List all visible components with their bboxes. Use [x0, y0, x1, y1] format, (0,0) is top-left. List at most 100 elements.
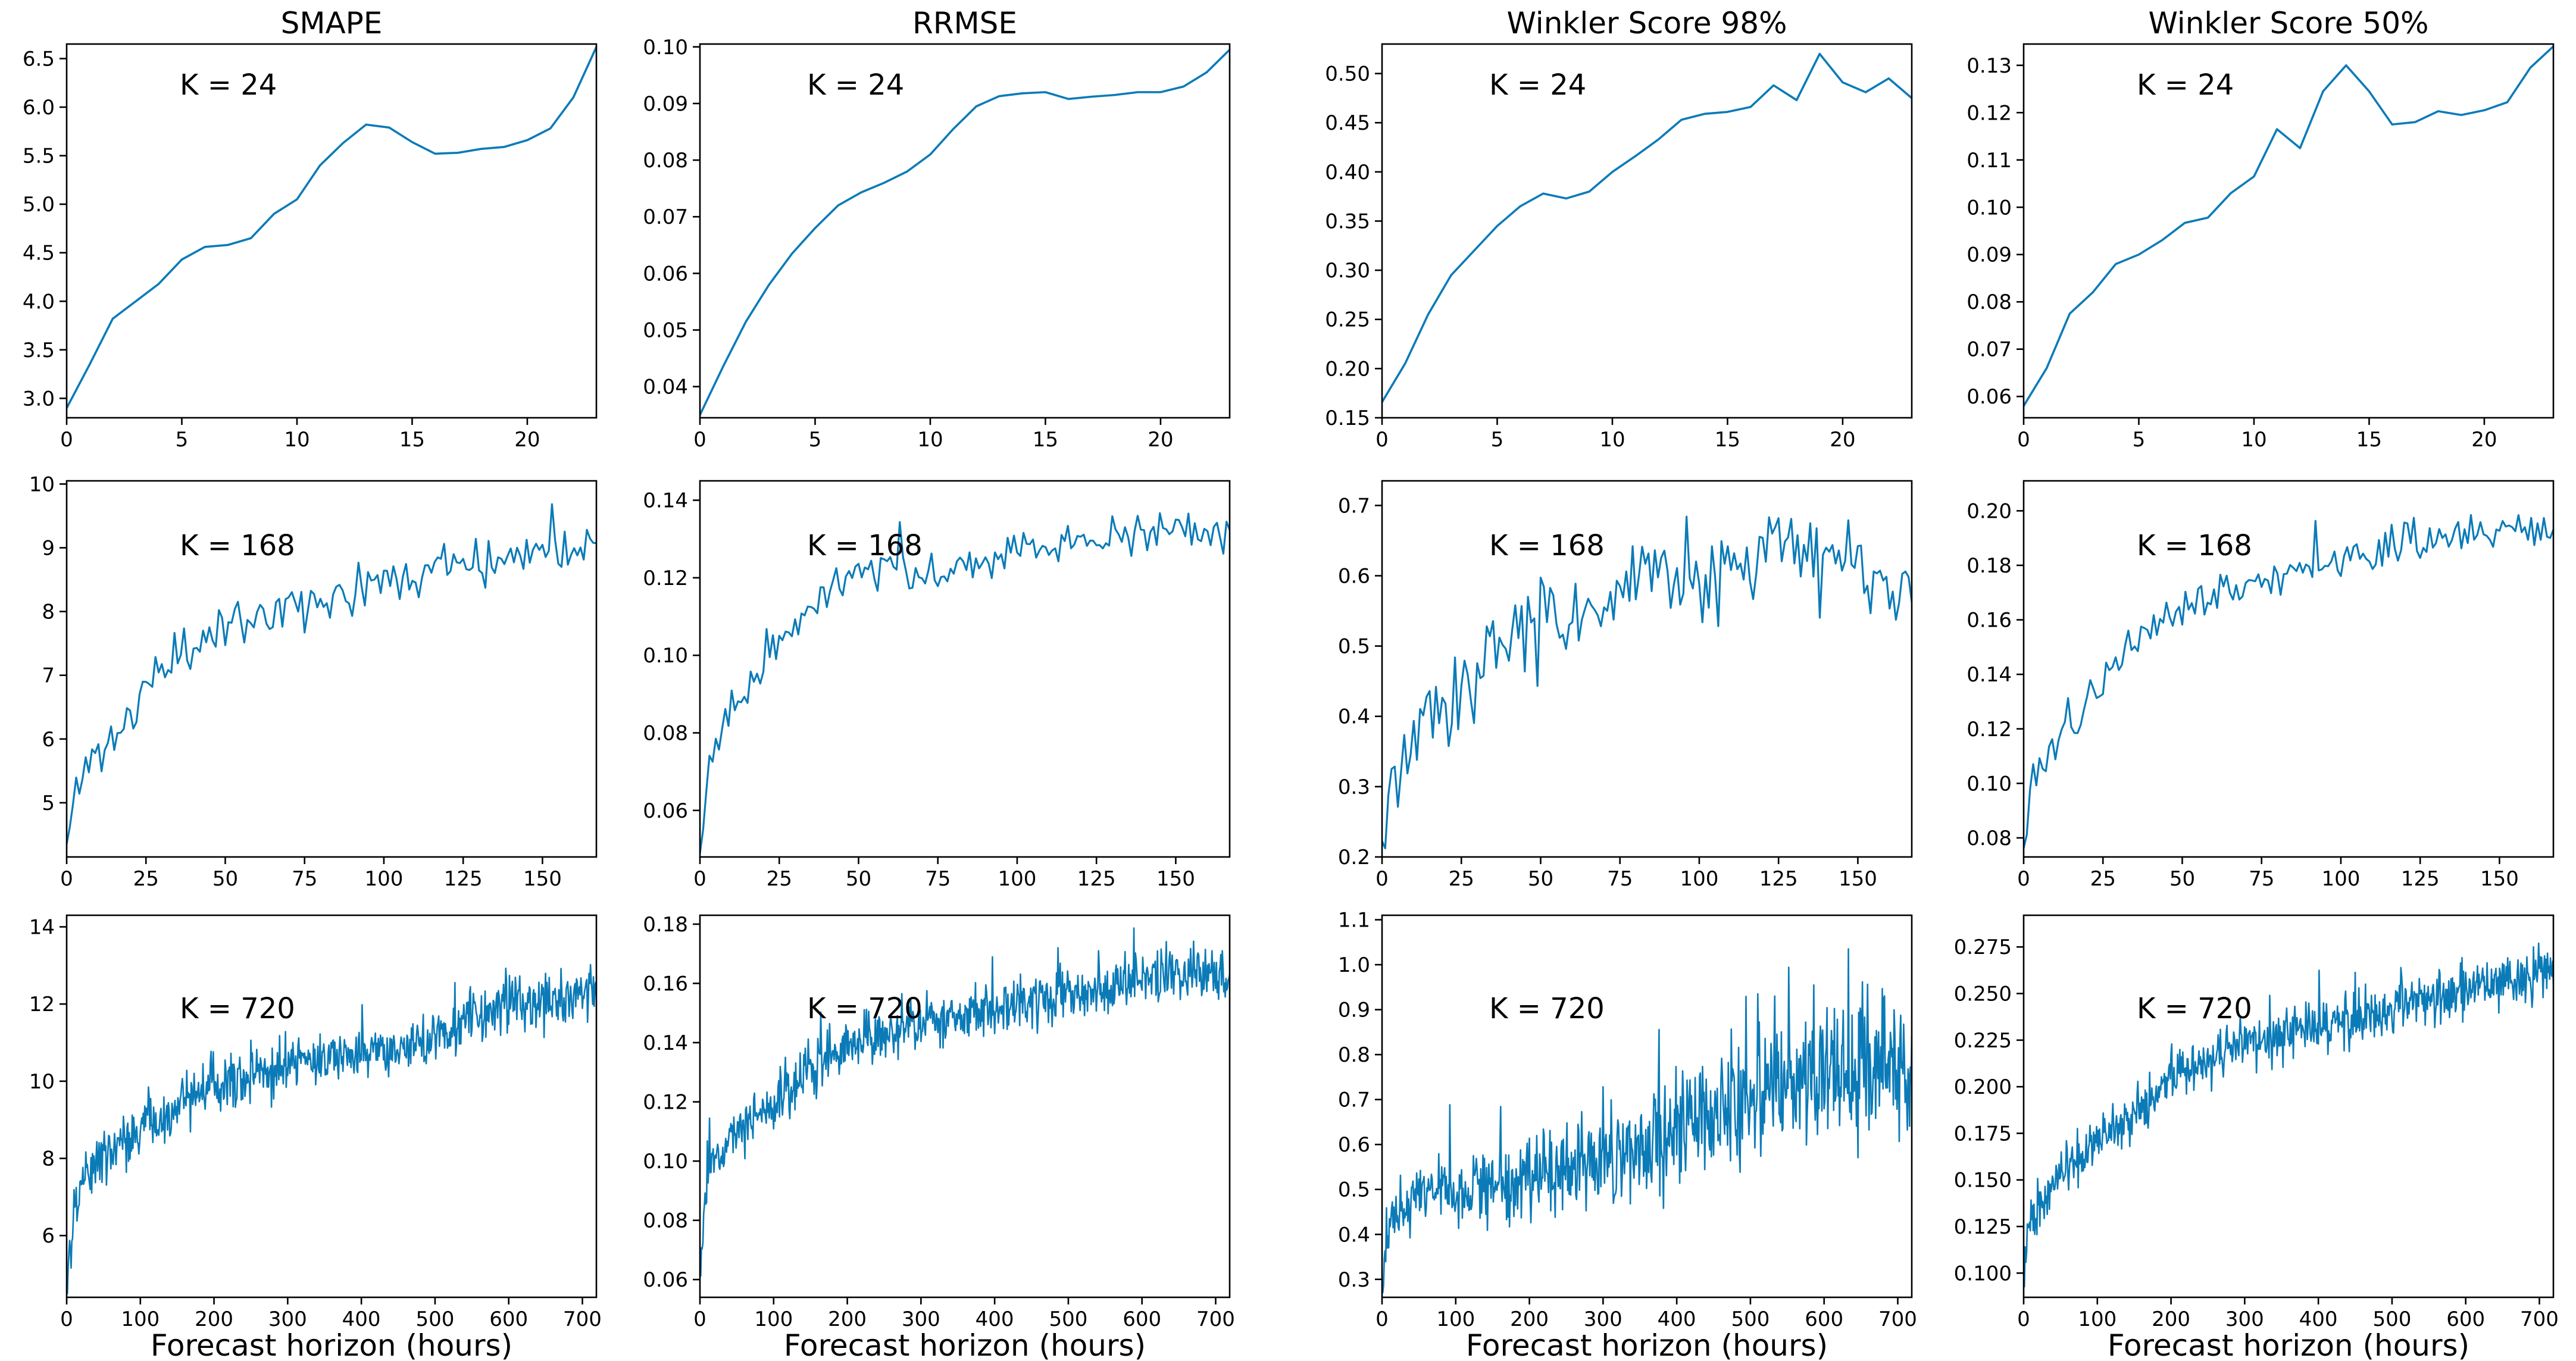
y-tick-label: 0.15	[1325, 406, 1370, 430]
x-tick-label: 50	[1528, 867, 1553, 891]
x-tick-label: 500	[1049, 1307, 1087, 1331]
x-tick-label: 100	[2078, 1307, 2117, 1331]
k-annotation: K = 24	[807, 68, 904, 102]
y-tick-label: 0.50	[1325, 62, 1370, 86]
axes-frame	[65, 914, 598, 1299]
panel-r1-c3: 0 5 10 15 20 0.15 0.20 0.25 0.30 0.35 0.40 0.45 0.50…	[1325, 6, 1913, 452]
series-line	[2024, 514, 2553, 849]
x-tick-label: 700	[563, 1307, 602, 1331]
y-tick-label: 0.20	[1325, 357, 1370, 381]
k-annotation: K = 720	[807, 992, 923, 1025]
x-tick-label: 200	[195, 1307, 233, 1331]
x-tick-label: 400	[976, 1307, 1014, 1331]
x-tick-label: 0	[1375, 867, 1389, 891]
x-tick-label: 100	[2321, 867, 2360, 891]
x-tick-label: 700	[2520, 1307, 2559, 1331]
x-tick-label: 100	[121, 1307, 160, 1331]
y-tick-label: 3.0	[23, 387, 55, 411]
y-tick-label: 0.5	[1338, 635, 1370, 659]
x-tick-label: 50	[2169, 867, 2195, 891]
y-tick-label: 0.275	[1954, 936, 2012, 959]
axes-frame	[2022, 43, 2555, 419]
y-tick-label: 1.0	[1338, 953, 1370, 977]
x-tick-label: 400	[2299, 1307, 2338, 1331]
chart-title: RRMSE	[912, 6, 1017, 40]
x-tick-label: 50	[846, 867, 871, 891]
k-annotation: K = 24	[2137, 68, 2234, 102]
y-tick-label: 0.08	[1967, 827, 2012, 850]
x-tick-label: 15	[1715, 428, 1740, 452]
x-axis-label: Forecast horizon (hours)	[1466, 1328, 1828, 1361]
k-annotation: K = 720	[180, 992, 295, 1025]
x-tick-label: 300	[1584, 1307, 1622, 1331]
panel-r3-c4: 0 100 200 300 400 500 600 700 0.100 0.125 0.150 0.1…	[1954, 914, 2559, 1361]
x-tick-label: 100	[754, 1307, 793, 1331]
series-line	[700, 512, 1230, 855]
y-tick-label: 8	[42, 1147, 55, 1171]
x-tick-label: 700	[1878, 1307, 1917, 1331]
y-tick-label: 0.04	[643, 376, 688, 399]
y-tick-label: 0.18	[643, 913, 688, 937]
chart-title: SMAPE	[281, 6, 383, 40]
x-tick-label: 125	[1759, 867, 1798, 891]
k-annotation: K = 168	[1489, 529, 1605, 562]
y-tick-label: 0.10	[1967, 196, 2012, 220]
x-tick-label: 150	[1839, 867, 1877, 891]
y-tick-label: 0.08	[643, 149, 688, 173]
x-tick-label: 0	[693, 867, 706, 891]
x-tick-label: 25	[1449, 867, 1474, 891]
y-tick-label: 0.20	[1967, 499, 2012, 523]
x-tick-label: 5	[2133, 428, 2146, 452]
x-tick-label: 0	[2017, 1307, 2030, 1331]
panel-r3-c1: 0 100 200 300 400 500 600 700 6 8 10 12 14 K = 720 For…	[29, 914, 602, 1361]
k-annotation: K = 720	[1489, 992, 1605, 1025]
y-tick-label: 0.16	[1967, 609, 2012, 633]
y-tick-label: 0.05	[643, 319, 688, 343]
x-tick-label: 600	[1123, 1307, 1161, 1331]
y-tick-label: 0.200	[1954, 1075, 2012, 1099]
y-tick-label: 0.2	[1338, 846, 1370, 869]
k-annotation: K = 24	[1489, 68, 1586, 102]
x-tick-label: 5	[1491, 428, 1504, 452]
x-tick-label: 100	[364, 867, 403, 891]
x-tick-label: 75	[292, 867, 317, 891]
x-tick-label: 0	[60, 1307, 73, 1331]
y-tick-label: 4.5	[23, 242, 55, 265]
x-tick-label: 300	[2225, 1307, 2264, 1331]
k-annotation: K = 720	[2137, 992, 2252, 1025]
x-tick-label: 500	[1731, 1307, 1770, 1331]
axes-frame	[1381, 480, 1913, 858]
y-tick-label: 5.0	[23, 193, 55, 217]
y-tick-label: 0.175	[1954, 1122, 2012, 1146]
x-tick-label: 75	[925, 867, 951, 891]
x-tick-label: 20	[1148, 428, 1173, 452]
x-tick-label: 125	[444, 867, 483, 891]
x-tick-label: 700	[1196, 1307, 1235, 1331]
series-line	[1382, 515, 1912, 850]
y-tick-label: 0.5	[1338, 1178, 1370, 1202]
x-tick-label: 125	[1077, 867, 1116, 891]
x-tick-label: 600	[2446, 1307, 2485, 1331]
y-tick-label: 0.10	[643, 36, 688, 60]
y-tick-label: 0.12	[1967, 718, 2012, 741]
axes-frame	[699, 480, 1231, 858]
x-tick-label: 10	[1599, 428, 1625, 452]
k-annotation: K = 168	[2137, 529, 2252, 562]
x-axis-label: Forecast horizon (hours)	[151, 1328, 512, 1361]
x-tick-label: 75	[2249, 867, 2274, 891]
y-tick-label: 0.12	[643, 567, 688, 590]
series-line	[67, 46, 596, 409]
y-tick-label: 0.07	[643, 205, 688, 229]
y-tick-label: 6.0	[23, 96, 55, 120]
axes-frame	[699, 914, 1231, 1299]
x-tick-label: 200	[1510, 1307, 1549, 1331]
y-tick-label: 0.09	[643, 92, 688, 116]
y-tick-label: 0.12	[1967, 101, 2012, 125]
y-tick-label: 12	[29, 993, 55, 1016]
y-tick-label: 0.14	[1967, 663, 2012, 687]
k-annotation: K = 24	[180, 68, 277, 102]
y-tick-label: 0.125	[1954, 1215, 2012, 1239]
y-tick-label: 9	[42, 536, 55, 560]
